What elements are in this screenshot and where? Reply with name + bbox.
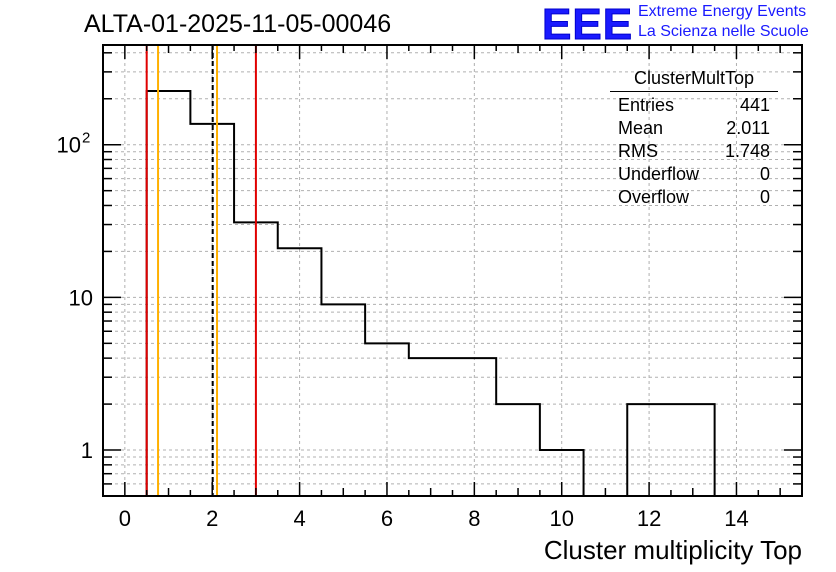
x-tick-label: 14 [724,506,748,531]
stats-row-mean: Mean 2.011 [610,117,778,140]
stats-label: Underflow [618,164,700,184]
y-tick-label: 10 [57,133,81,158]
stats-label: Entries [618,95,675,115]
stats-label: Overflow [618,187,690,207]
stats-row-rms: RMS 1.748 [610,140,778,163]
x-tick-label: 6 [381,506,393,531]
x-tick-label: 0 [119,506,131,531]
stats-value: 1.748 [724,141,770,161]
stats-title: ClusterMultTop [610,68,778,92]
stats-label: Mean [618,118,664,138]
stats-value: 2.011 [726,118,770,138]
x-tick-label: 10 [549,506,573,531]
stats-row-overflow: Overflow 0 [610,186,778,209]
stats-value: 0 [759,164,770,184]
logo-line-1: Extreme Energy Events [638,3,807,20]
x-tick-label: 4 [293,506,305,531]
x-axis-label: Cluster multiplicity Top [543,535,802,565]
stats-row-entries: Entries 441 [610,94,778,117]
chart-title: ALTA-01-2025-11-05-00046 [84,10,392,38]
x-tick-label: 2 [206,506,218,531]
y-tick-label: 10 [69,285,93,310]
y-tick-label: 1 [81,438,93,463]
x-tick-label: 8 [468,506,480,531]
x-tick-label: 12 [637,506,661,531]
y-tick-exponent: 2 [82,130,90,147]
stats-row-underflow: Underflow 0 [610,163,778,186]
eee-logo-mark: EEE [541,0,634,50]
stats-value: 441 [739,95,770,115]
stats-value: 0 [759,187,770,207]
stats-label: RMS [618,141,658,161]
logo-line-2: La Scienza nelle Scuole [638,23,809,40]
stats-box: ClusterMultTop Entries 441 Mean 2.011 RM… [610,68,778,209]
